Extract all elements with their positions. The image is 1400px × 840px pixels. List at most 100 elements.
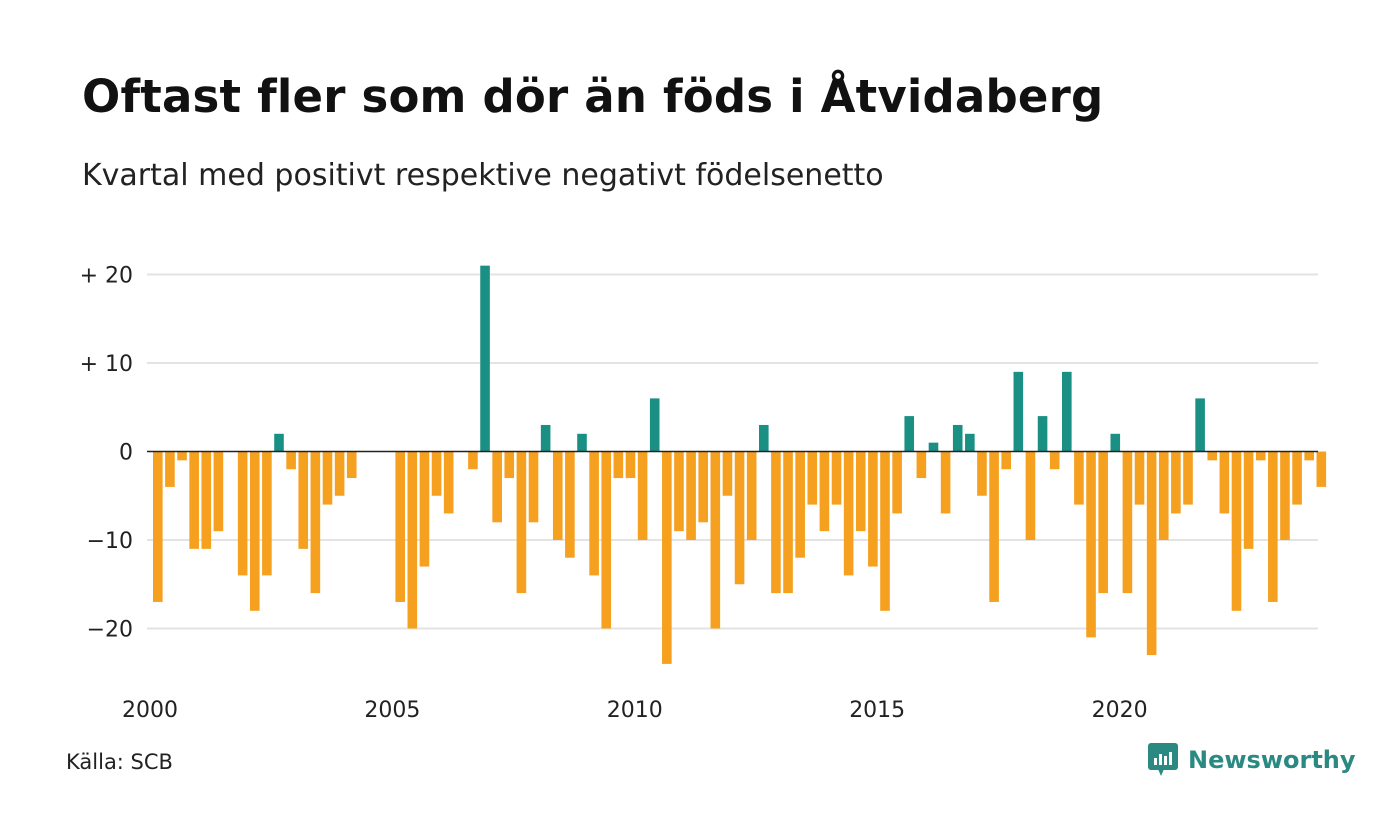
bar: [1158, 451, 1169, 540]
bar: [589, 451, 599, 576]
bar: [322, 451, 333, 505]
bar: [1280, 451, 1290, 540]
bar: [1207, 451, 1218, 461]
bar: [1316, 451, 1327, 487]
bar: [262, 451, 272, 576]
bar: [1243, 451, 1254, 549]
bar: [916, 451, 927, 479]
bar: [880, 451, 890, 611]
bar: [201, 451, 212, 549]
bar: [722, 451, 733, 496]
bar: [1255, 451, 1266, 461]
bar: [1183, 451, 1193, 505]
bar: [1086, 451, 1096, 638]
bar: [662, 451, 672, 664]
bar: [1062, 371, 1072, 452]
bar: [710, 451, 721, 629]
bar: [431, 451, 442, 496]
bar: [1268, 451, 1278, 602]
bar: [940, 451, 951, 514]
bar: [1110, 433, 1121, 452]
bar: [552, 451, 563, 540]
bar: [1037, 416, 1048, 452]
bar: [1171, 451, 1181, 514]
bar: [1195, 398, 1205, 452]
bar: [346, 451, 357, 479]
bar: [1219, 451, 1230, 514]
bar: [443, 451, 454, 514]
bar: [468, 451, 478, 470]
bar-chart: + 20 + 10 0 −10 −20 2000 2005 2010 2015 2020: [80, 264, 1327, 723]
bar: [855, 451, 866, 532]
bar: [249, 451, 260, 611]
bar: [395, 451, 405, 602]
bar: [892, 451, 902, 514]
x-tick-label: 2020: [1092, 698, 1148, 723]
bar: [989, 451, 999, 602]
bar: [904, 416, 915, 452]
bar: [952, 424, 963, 452]
y-tick-label: −20: [87, 618, 133, 643]
x-tick-label: 2000: [122, 698, 178, 723]
bar: [759, 424, 769, 452]
bar: [407, 451, 418, 629]
bar: [625, 451, 636, 479]
y-tick-label: 0: [119, 441, 133, 466]
bar: [1146, 451, 1157, 656]
bar: [637, 451, 648, 540]
bar: [1049, 451, 1060, 470]
bar: [783, 451, 793, 594]
bar: [698, 451, 708, 523]
bar: [1025, 451, 1036, 540]
bar: [298, 451, 309, 549]
bar: [516, 451, 527, 594]
bar: [1134, 451, 1145, 505]
bar: [1122, 451, 1133, 594]
bar: [649, 398, 660, 452]
bar: [965, 433, 975, 452]
bar: [601, 451, 612, 629]
chart-subtitle: Kvartal med positivt respektive negativt…: [82, 158, 884, 193]
bar: [1001, 451, 1011, 470]
bar: [674, 451, 684, 532]
bar: [843, 451, 854, 576]
bar: [1304, 451, 1314, 461]
bar: [577, 433, 587, 452]
bar: [1231, 451, 1242, 611]
bar: [807, 451, 818, 505]
source-label: Källa: SCB: [66, 750, 173, 774]
bar: [540, 424, 551, 452]
chart-title: Oftast fler som dör än föds i Åtvidaberg: [82, 70, 1104, 123]
bar: [504, 451, 515, 479]
bar: [492, 451, 502, 523]
bar: [189, 451, 199, 549]
bar: [831, 451, 842, 505]
bar: [286, 451, 296, 470]
bar: [1292, 451, 1302, 505]
bar: [274, 433, 284, 452]
brand-name: Newsworthy: [1188, 746, 1356, 774]
bar: [613, 451, 624, 479]
bar: [334, 451, 345, 496]
y-tick-label: −10: [87, 529, 133, 554]
bar: [686, 451, 696, 540]
bar: [1013, 371, 1024, 452]
y-tick-label: + 20: [80, 264, 133, 289]
bar: [771, 451, 781, 594]
bar: [165, 451, 175, 487]
bar: [746, 451, 757, 540]
bar: [1074, 451, 1084, 505]
bar: [528, 451, 539, 523]
newsworthy-logo-icon: [1148, 743, 1178, 776]
bar: [977, 451, 987, 496]
bar: [565, 451, 575, 558]
bar: [928, 442, 939, 452]
bar: [310, 451, 321, 594]
bar: [237, 451, 248, 576]
bar: [868, 451, 878, 567]
bar: [1098, 451, 1108, 594]
brand-logo: Newsworthy: [1148, 743, 1356, 777]
bar: [419, 451, 430, 567]
bar: [734, 451, 745, 585]
bar: [213, 451, 224, 532]
